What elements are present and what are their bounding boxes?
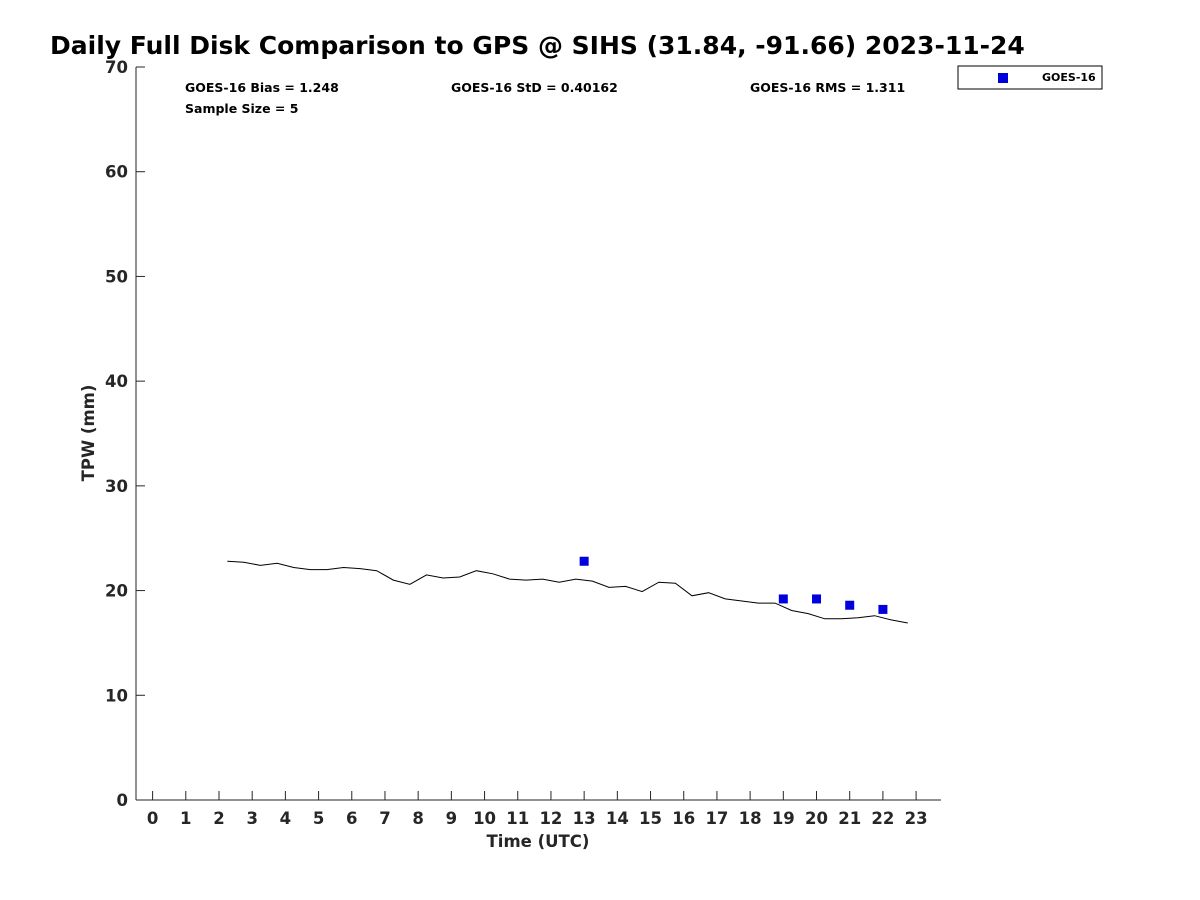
x-tick-label: 8 <box>412 809 423 828</box>
x-tick-label: 10 <box>473 809 496 828</box>
x-tick-label: 13 <box>573 809 596 828</box>
legend-box <box>957 65 1103 90</box>
x-tick-label: 1 <box>180 809 191 828</box>
y-tick-label: 0 <box>117 791 128 810</box>
x-tick-label: 19 <box>772 809 795 828</box>
x-tick-label: 0 <box>147 809 158 828</box>
legend-label-goes16: GOES-16 <box>1042 71 1096 84</box>
x-tick-label: 5 <box>313 809 324 828</box>
axes: 0 1 2 3 4 5 6 7 8 9 10 11 12 13 14 15 16 17 18 19 20 21 22 2301… <box>105 58 941 828</box>
sample-size-stat: Sample Size = 5 <box>185 101 298 116</box>
goes16-point <box>812 594 822 604</box>
goes16-point <box>778 594 788 604</box>
x-tick-label: 6 <box>346 809 357 828</box>
x-tick-label: 2 <box>213 809 224 828</box>
goes16-point <box>579 556 589 566</box>
std-stat: GOES-16 StD = 0.40162 <box>451 80 618 95</box>
x-tick-label: 9 <box>446 809 457 828</box>
x-tick-label: 3 <box>246 809 257 828</box>
y-tick-label: 70 <box>105 58 128 77</box>
x-tick-label: 16 <box>672 809 695 828</box>
y-axis-label: TPW (mm) <box>79 385 98 482</box>
marker-layer <box>579 556 888 614</box>
x-tick-label: 21 <box>838 809 861 828</box>
gps-tpw-line <box>227 560 908 624</box>
x-tick-label: 14 <box>606 809 629 828</box>
x-tick-label: 17 <box>705 809 728 828</box>
x-tick-label: 23 <box>905 809 928 828</box>
goes16-point <box>878 604 888 614</box>
x-tick-label: 7 <box>379 809 390 828</box>
x-tick-label: 20 <box>805 809 828 828</box>
x-tick-label: 12 <box>539 809 562 828</box>
y-tick-label: 60 <box>105 163 128 182</box>
y-tick-label: 30 <box>105 477 128 496</box>
rms-stat: GOES-16 RMS = 1.311 <box>750 80 905 95</box>
x-tick-label: 11 <box>506 809 529 828</box>
y-tick-label: 40 <box>105 372 128 391</box>
x-tick-label: 4 <box>280 809 291 828</box>
chart-title: Daily Full Disk Comparison to GPS @ SIHS… <box>50 31 1025 60</box>
y-tick-label: 20 <box>105 582 128 601</box>
legend: GOES-16 <box>957 65 1103 90</box>
y-tick-label: 50 <box>105 267 128 286</box>
bias-stat: GOES-16 Bias = 1.248 <box>185 80 339 95</box>
x-tick-label: 15 <box>639 809 662 828</box>
legend-marker-goes16 <box>998 73 1008 83</box>
gps-line-layer <box>227 560 908 624</box>
x-tick-label: 22 <box>871 809 894 828</box>
x-axis-label: Time (UTC) <box>487 832 590 851</box>
goes16-point <box>845 600 855 610</box>
x-tick-label: 18 <box>739 809 762 828</box>
y-tick-label: 10 <box>105 686 128 705</box>
